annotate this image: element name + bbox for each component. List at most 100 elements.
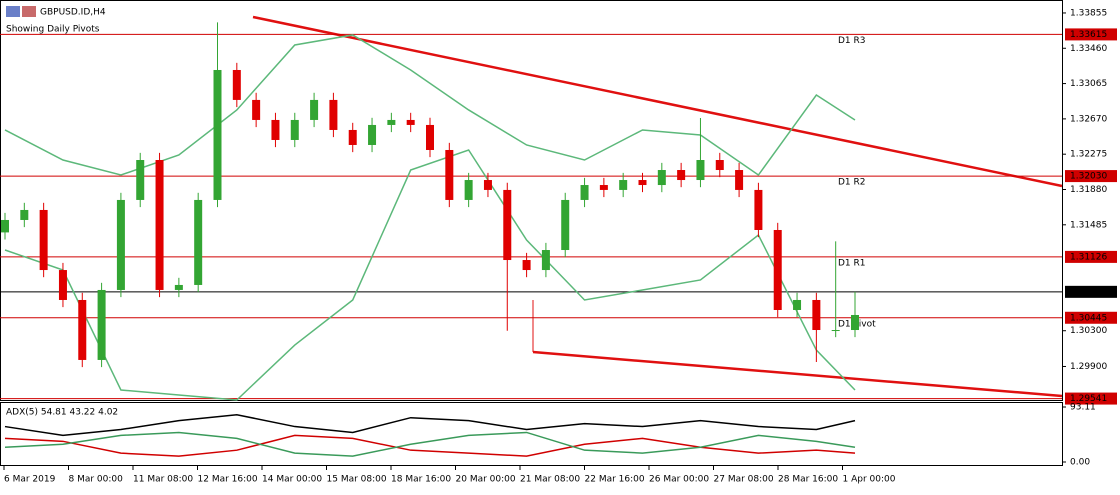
y-tick-label: 1.29900 [1070, 362, 1107, 372]
x-tick-label: 21 Mar 08:00 [520, 475, 580, 485]
price-box [1065, 311, 1117, 324]
candle-body [97, 289, 106, 360]
candle-body [232, 69, 241, 100]
candle-body [136, 160, 145, 200]
candle-body [368, 124, 377, 145]
x-tick-label: 28 Mar 16:00 [778, 475, 838, 485]
candle-body [580, 185, 589, 200]
candle-body [58, 270, 67, 300]
adx-line [4, 434, 856, 457]
candle-body [793, 299, 802, 310]
candle-body [1, 219, 9, 233]
bollinger-band [4, 149, 856, 401]
pivot-label: 1.31126 [1070, 252, 1107, 262]
candle-body [754, 189, 763, 230]
pivot-name: D1 R3 [838, 36, 866, 46]
adx-frame [0, 402, 1063, 466]
candle-body [329, 99, 338, 130]
x-tick-label: 27 Mar 08:00 [714, 475, 774, 485]
x-tick-label: 15 Mar 08:00 [327, 475, 387, 485]
candle-body [290, 119, 299, 140]
candle-body [735, 170, 744, 190]
candle-body [503, 189, 512, 261]
symbol-icon [22, 6, 36, 17]
candle-body [78, 299, 87, 360]
candle-body [638, 180, 647, 186]
candle-body [213, 69, 222, 200]
y-tick-label: 1.33065 [1070, 79, 1107, 89]
pivot-label: 1.29541 [1070, 394, 1107, 404]
x-tick-label: 20 Mar 00:00 [456, 475, 516, 485]
candle-body [657, 170, 666, 186]
pivot-label: 1.33615 [1070, 30, 1107, 40]
x-tick-label: 11 Mar 08:00 [133, 475, 193, 485]
symbol-icon [6, 6, 20, 17]
candle-body [445, 149, 454, 200]
candle-body [599, 185, 608, 190]
price-box [1065, 285, 1117, 298]
pivot-label: 1.30445 [1070, 313, 1107, 323]
trend-line [532, 350, 1063, 398]
candle-body [561, 199, 570, 251]
candle-body [831, 330, 840, 332]
x-tick-label: 12 Mar 16:00 [198, 475, 258, 485]
subtitle: Showing Daily Pivots [6, 25, 100, 35]
adx-line [4, 431, 856, 457]
price-box [1065, 392, 1117, 405]
candle-body [522, 260, 531, 271]
x-tick-label: 22 Mar 16:00 [585, 475, 645, 485]
price-box [1065, 250, 1117, 263]
candle-body [773, 229, 782, 310]
title: GBPUSD.ID,H4 [40, 8, 106, 18]
adx-line [4, 413, 856, 437]
candle-body [715, 160, 724, 171]
candle-body [851, 314, 859, 331]
x-tick-label: 6 Mar 2019 [4, 475, 56, 485]
trend-line [252, 15, 1063, 188]
price-box [1065, 170, 1117, 183]
y-tick-label: 1.33855 [1070, 8, 1107, 18]
candle-body [174, 284, 183, 290]
candle-body [20, 209, 29, 220]
adx-label: ADX(5) 54.81 43.22 4.02 [6, 408, 118, 418]
adx-tick-label: 93.11 [1070, 403, 1096, 413]
current-price-label: 1.30735 [1070, 287, 1107, 297]
y-tick-label: 1.30300 [1070, 326, 1107, 336]
candle-body [541, 250, 550, 271]
candle-body [252, 99, 261, 120]
adx-tick-label: 0.00 [1070, 458, 1090, 468]
y-tick-label: 1.32275 [1070, 150, 1107, 160]
y-tick-label: 1.31485 [1070, 220, 1107, 230]
candle-body [426, 124, 434, 150]
candle-body [696, 160, 705, 181]
price-box [1065, 28, 1117, 41]
x-tick-label: 14 Mar 00:00 [262, 475, 322, 485]
candle-body [310, 99, 319, 120]
x-tick-label: 1 Apr 00:00 [843, 475, 896, 485]
candle-body [387, 119, 396, 125]
pivot-name: D1 R1 [838, 258, 866, 268]
pivot-name: D1 R2 [838, 178, 866, 188]
candle-body [619, 180, 628, 190]
pivot-label: 1.32030 [1070, 172, 1107, 182]
candle-body [194, 199, 203, 285]
candle-body [464, 180, 473, 200]
candle-body [348, 129, 357, 145]
x-tick-label: 26 Mar 00:00 [649, 475, 709, 485]
y-tick-label: 1.31880 [1070, 185, 1107, 195]
candle-body [155, 160, 164, 290]
candle-body [406, 119, 415, 125]
y-tick-label: 1.33460 [1070, 44, 1107, 54]
candle-body [39, 209, 48, 271]
x-tick-label: 8 Mar 00:00 [69, 475, 124, 485]
bollinger-band [4, 34, 856, 177]
x-tick-label: 18 Mar 16:00 [391, 475, 451, 485]
y-tick-label: 1.32670 [1070, 114, 1107, 124]
candle-body [271, 119, 280, 140]
candle-body [677, 170, 686, 181]
candle-body [812, 299, 821, 331]
candle-body [483, 180, 492, 190]
main-frame [0, 0, 1063, 401]
